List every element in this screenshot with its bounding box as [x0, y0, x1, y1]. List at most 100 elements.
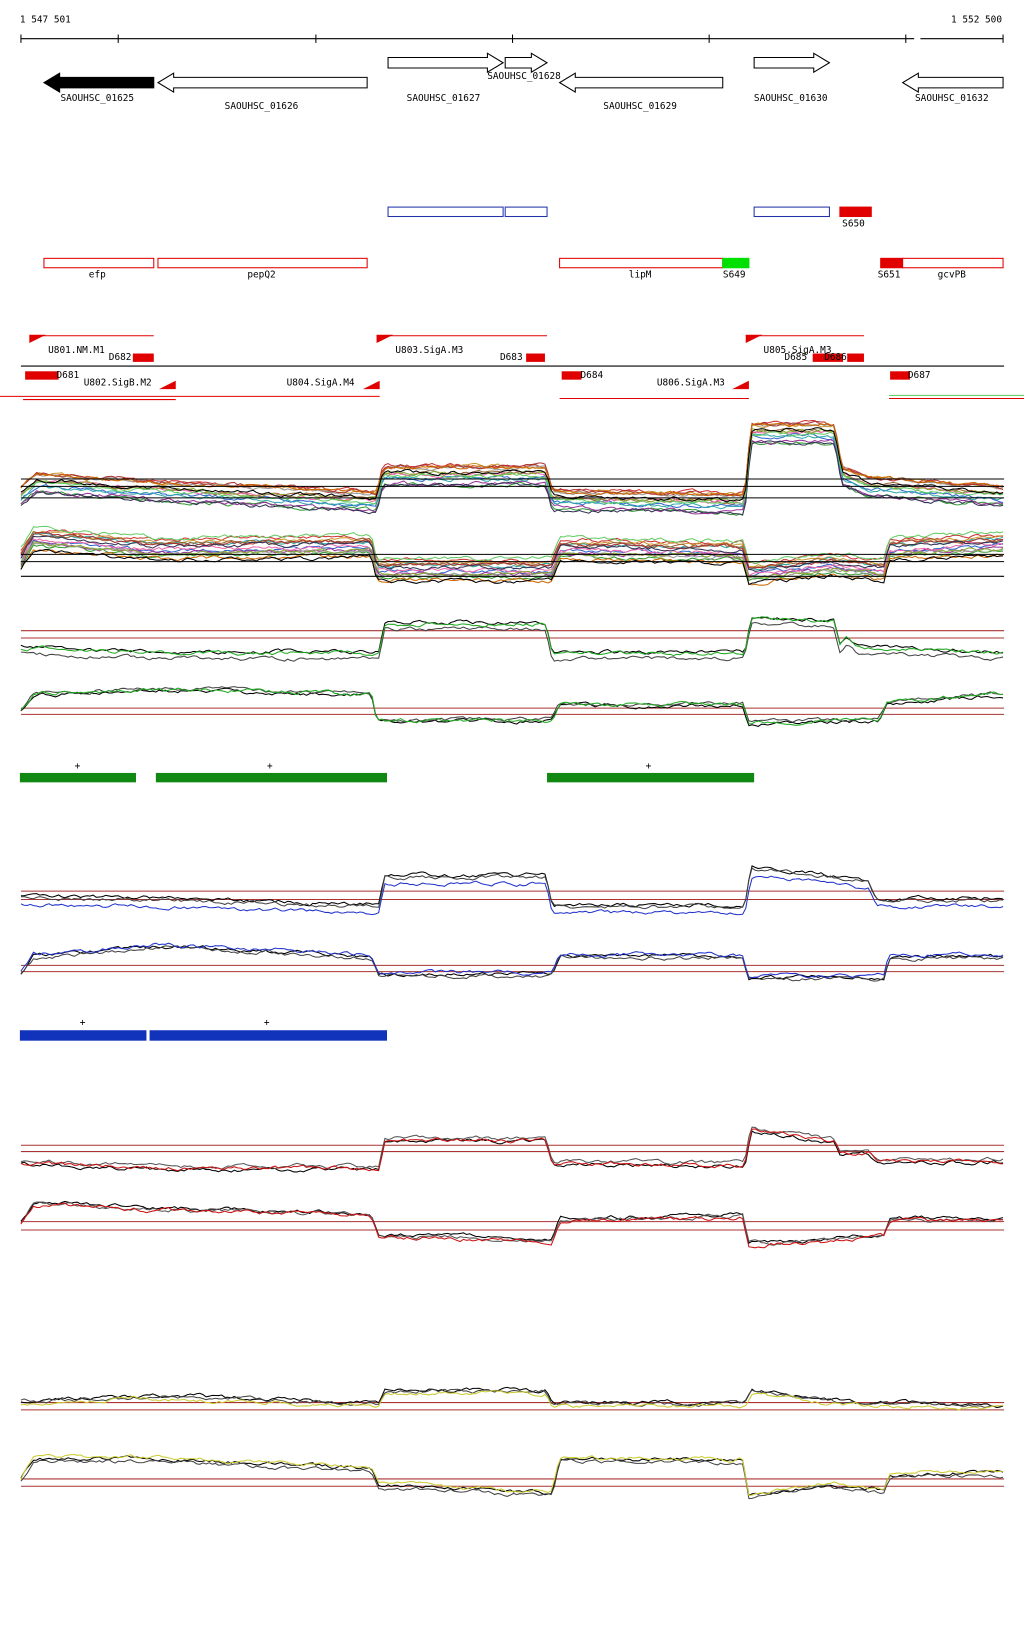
significance-bar: [19, 772, 136, 783]
expression-line: [20, 945, 1004, 981]
feature-box: [839, 206, 872, 218]
significance-bar: [155, 772, 388, 783]
gene-arrow: [387, 52, 505, 74]
expression-line: [20, 538, 1004, 577]
expression-line: [20, 1390, 1004, 1411]
bar-sign: +: [80, 1017, 86, 1028]
feature-box: [722, 257, 750, 269]
feature-box: [880, 257, 904, 269]
promoter-label: D682: [109, 352, 132, 363]
promoter-label: D686: [824, 352, 847, 363]
gene-label: SAOUHSC_01629: [603, 101, 677, 112]
promoter-label: U801.NM.M1: [48, 345, 105, 356]
feature-label: gcvPB: [938, 270, 967, 281]
gene-label: SAOUHSC_01626: [225, 101, 299, 112]
bar-sign: +: [264, 1017, 270, 1028]
promoter-label: D684: [581, 370, 604, 381]
expression-line: [20, 1200, 1004, 1244]
expression-line: [20, 1458, 1004, 1500]
promoter-label: D681: [57, 370, 80, 381]
promoter-label: U803.SigA.M3: [395, 345, 463, 356]
feature-label: S650: [842, 218, 865, 229]
terminator-box: [25, 371, 59, 380]
expression-line: [20, 687, 1004, 726]
feature-label: S649: [723, 270, 746, 281]
promoter-flag: [732, 380, 749, 390]
expression-line: [20, 440, 1004, 516]
operon-box: [504, 206, 548, 218]
expression-line: [20, 431, 1004, 506]
feature-label: efp: [89, 270, 106, 281]
gene-label: SAOUHSC_01625: [60, 93, 134, 104]
expression-line: [20, 1386, 1004, 1409]
expression-line: [20, 1453, 1004, 1497]
expression-line: [20, 525, 1004, 564]
promoter-label: U806.SigA.M3: [657, 377, 725, 388]
expression-line: [20, 875, 1004, 916]
expression-line: [20, 1126, 1004, 1170]
significance-bar: [547, 772, 755, 783]
promoter-label: U805.SigA.M3: [764, 345, 832, 356]
bar-sign: +: [75, 761, 81, 772]
promoter-flag: [745, 334, 763, 344]
operon-box: [387, 206, 504, 218]
terminator-box: [526, 353, 545, 362]
gene-arrow: [42, 72, 155, 93]
feature-box: [559, 257, 724, 269]
feature-label: lipM: [629, 270, 652, 281]
expression-line: [20, 1202, 1004, 1249]
promoter-label: U804.SigA.M4: [287, 377, 355, 388]
expression-line: [20, 687, 1004, 727]
gene-arrow: [156, 72, 368, 93]
expression-line: [20, 621, 1004, 662]
expression-line: [20, 867, 1004, 910]
feature-box: [902, 257, 1004, 269]
bar-sign: +: [267, 761, 273, 772]
terminator-box: [847, 353, 864, 362]
gene-label: SAOUHSC_01627: [407, 93, 481, 104]
terminator-box: [812, 353, 844, 362]
promoter-label: U802.SigB.M2: [84, 377, 152, 388]
expression-line: [20, 942, 1004, 979]
significance-bar: [149, 1030, 388, 1041]
significance-bar: [19, 1030, 147, 1041]
expression-line: [20, 616, 1004, 655]
gene-label: SAOUHSC_01630: [754, 93, 828, 104]
expression-line: [20, 616, 1004, 657]
expression-line: [20, 427, 1004, 503]
bar-sign: +: [646, 761, 652, 772]
promoter-label: D683: [500, 352, 523, 363]
expression-line: [20, 1388, 1004, 1408]
expression-line: [20, 1128, 1004, 1172]
gene-arrow: [504, 52, 549, 74]
gene-arrow: [901, 72, 1004, 93]
expression-line: [20, 530, 1004, 569]
expression-line: [20, 1130, 1004, 1173]
operon-box: [753, 206, 830, 218]
feature-box: [157, 257, 368, 269]
ruler-end: 1 552 500: [951, 14, 1002, 25]
promoter-label: D687: [908, 370, 931, 381]
expression-line: [20, 439, 1004, 515]
terminator-box: [890, 371, 910, 380]
gene-label: SAOUHSC_01628: [487, 71, 561, 82]
ruler-start: 1 547 501: [20, 14, 71, 25]
gene-arrow: [753, 52, 831, 74]
feature-label: pepQ2: [247, 270, 275, 281]
terminator-box: [132, 353, 154, 362]
promoter-flag: [376, 334, 394, 344]
terminator-box: [561, 371, 582, 380]
feature-label: S651: [878, 270, 901, 281]
gene-label: SAOUHSC_01632: [915, 93, 989, 104]
expression-line: [20, 535, 1004, 572]
expression-line: [20, 532, 1004, 571]
promoter-label: D685: [784, 352, 807, 363]
expression-line: [20, 440, 1004, 516]
promoter-flag: [159, 380, 176, 390]
expression-line: [20, 529, 1004, 565]
expression-line: [20, 865, 1004, 908]
promoter-flag: [29, 334, 47, 344]
